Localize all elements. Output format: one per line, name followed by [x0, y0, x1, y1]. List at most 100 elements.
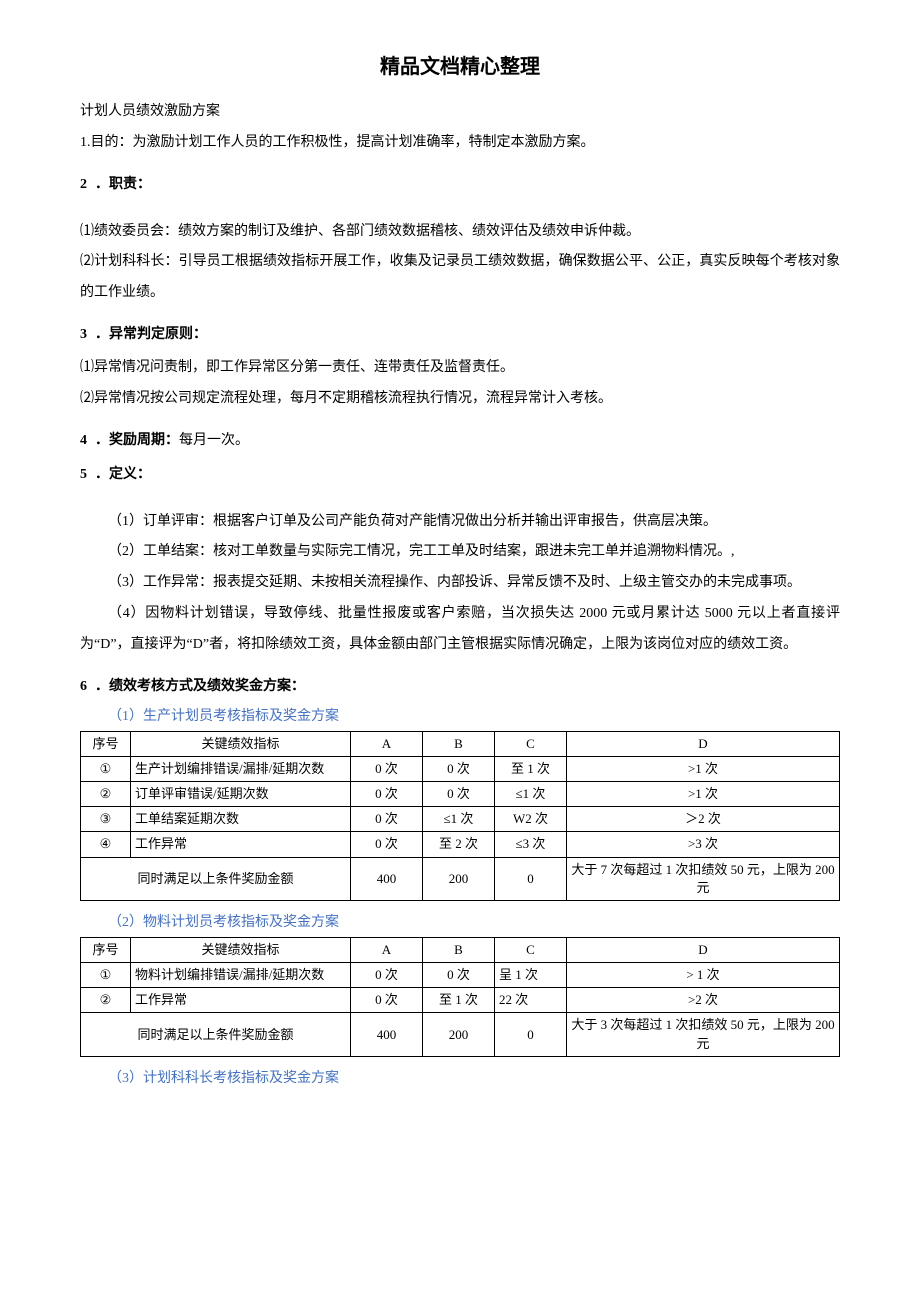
table-material-planner: 序号 关键绩效指标 A B C D ① 物料计划编排错误/漏排/延期次数 0 次…	[80, 937, 840, 1057]
cell-b: 至 1 次	[423, 988, 495, 1013]
cell-a: 0 次	[351, 988, 423, 1013]
cell-kpi: 生产计划编排错误/漏排/延期次数	[131, 756, 351, 781]
section-4-head: 4 ．奖励周期：每月一次。	[80, 429, 840, 449]
footer-c: 0	[495, 857, 567, 900]
th-b: B	[423, 731, 495, 756]
cell-kpi: 订单评审错误/延期次数	[131, 781, 351, 806]
th-seq: 序号	[81, 731, 131, 756]
table-footer-row: 同时满足以上条件奖励金额 400 200 0 大于 7 次每超过 1 次扣绩效 …	[81, 857, 840, 900]
subsection-3-title: （3）计划科科长考核指标及奖金方案	[108, 1067, 840, 1087]
table-row: ① 物料计划编排错误/漏排/延期次数 0 次 0 次 呈 1 次 > 1 次	[81, 963, 840, 988]
footer-d: 大于 3 次每超过 1 次扣绩效 50 元，上限为 200 元	[567, 1013, 840, 1056]
section-1-purpose: 1.目的：为激励计划工作人员的工作积极性，提高计划准确率，特制定本激励方案。	[80, 128, 840, 159]
section-2-item-2: ⑵计划科科长：引导员工根据绩效指标开展工作，收集及记录员工绩效数据，确保数据公平…	[80, 247, 840, 309]
cell-b: 至 2 次	[423, 832, 495, 857]
cell-b: 0 次	[423, 781, 495, 806]
footer-c: 0	[495, 1013, 567, 1056]
cell-d: >1 次	[567, 781, 840, 806]
document-page: 精品文档精心整理 计划人员绩效激励方案 1.目的：为激励计划工作人员的工作积极性…	[0, 0, 920, 1153]
section-2-num: 2	[80, 177, 87, 192]
cell-c: W2 次	[495, 807, 567, 832]
th-d: D	[567, 937, 840, 962]
spacer	[80, 493, 840, 507]
footer-label: 同时满足以上条件奖励金额	[81, 1013, 351, 1056]
page-title: 精品文档精心整理	[80, 50, 840, 79]
cell-seq: ①	[81, 963, 131, 988]
definition-4: （4）因物料计划错误，导致停线、批量性报废或客户索赔，当次损失达 2000 元或…	[80, 599, 840, 661]
th-seq: 序号	[81, 937, 131, 962]
footer-a: 400	[351, 1013, 423, 1056]
th-c: C	[495, 731, 567, 756]
cell-d: >2 次	[567, 988, 840, 1013]
section-3-num: 3	[80, 327, 87, 342]
cell-c: 至 1 次	[495, 756, 567, 781]
cell-seq: ③	[81, 807, 131, 832]
cell-seq: ④	[81, 832, 131, 857]
cell-d: >1 次	[567, 756, 840, 781]
table-row: ② 工作异常 0 次 至 1 次 22 次 >2 次	[81, 988, 840, 1013]
cell-kpi: 物料计划编排错误/漏排/延期次数	[131, 963, 351, 988]
table-row: ④ 工作异常 0 次 至 2 次 ≤3 次 >3 次	[81, 832, 840, 857]
footer-b: 200	[423, 857, 495, 900]
table-row: ① 生产计划编排错误/漏排/延期次数 0 次 0 次 至 1 次 >1 次	[81, 756, 840, 781]
th-d: D	[567, 731, 840, 756]
cell-a: 0 次	[351, 963, 423, 988]
section-3-item-1: ⑴异常情况问责制，即工作异常区分第一责任、连带责任及监督责任。	[80, 353, 840, 384]
cell-c: 呈 1 次	[495, 963, 567, 988]
cell-c: ≤1 次	[495, 781, 567, 806]
footer-a: 400	[351, 857, 423, 900]
section-2-text: ．职责：	[95, 177, 151, 192]
table-footer-row: 同时满足以上条件奖励金额 400 200 0 大于 3 次每超过 1 次扣绩效 …	[81, 1013, 840, 1056]
subsection-2-title: （2）物料计划员考核指标及奖金方案	[108, 911, 840, 931]
section-6-num: 6	[80, 679, 87, 694]
table-header-row: 序号 关键绩效指标 A B C D	[81, 937, 840, 962]
section-4-text: ．奖励周期：	[95, 433, 179, 448]
cell-d: > 1 次	[567, 963, 840, 988]
cell-a: 0 次	[351, 756, 423, 781]
th-kpi: 关键绩效指标	[131, 731, 351, 756]
table-production-planner: 序号 关键绩效指标 A B C D ① 生产计划编排错误/漏排/延期次数 0 次…	[80, 731, 840, 901]
cell-a: 0 次	[351, 832, 423, 857]
cell-seq: ②	[81, 988, 131, 1013]
cell-d: >3 次	[567, 832, 840, 857]
cell-a: 0 次	[351, 781, 423, 806]
cell-a: 0 次	[351, 807, 423, 832]
th-b: B	[423, 937, 495, 962]
subsection-1-title: （1）生产计划员考核指标及奖金方案	[108, 705, 840, 725]
section-2-item-1: ⑴绩效委员会：绩效方案的制订及维护、各部门绩效数据稽核、绩效评估及绩效申诉仲裁。	[80, 217, 840, 248]
section-3-text: ．异常判定原则：	[95, 327, 207, 342]
section-6-text: ．绩效考核方式及绩效奖金方案：	[95, 679, 305, 694]
th-a: A	[351, 731, 423, 756]
cell-b: 0 次	[423, 963, 495, 988]
section-5-text: ．定义：	[95, 467, 151, 482]
plan-heading: 计划人员绩效激励方案	[80, 97, 840, 128]
section-2-head: 2 ．职责：	[80, 173, 840, 193]
cell-kpi: 工作异常	[131, 988, 351, 1013]
cell-c: 22 次	[495, 988, 567, 1013]
footer-label: 同时满足以上条件奖励金额	[81, 857, 351, 900]
section-3-head: 3 ．异常判定原则：	[80, 323, 840, 343]
cell-kpi: 工作异常	[131, 832, 351, 857]
definition-1: （1）订单评审：根据客户订单及公司产能负荷对产能情况做出分析并输出评审报告，供高…	[80, 507, 840, 538]
th-a: A	[351, 937, 423, 962]
cell-kpi: 工单结案延期次数	[131, 807, 351, 832]
section-6-head: 6 ．绩效考核方式及绩效奖金方案：	[80, 675, 840, 695]
spacer	[80, 203, 840, 217]
cell-d: ＞2 次	[567, 807, 840, 832]
cell-b: 0 次	[423, 756, 495, 781]
section-3-item-2: ⑵异常情况按公司规定流程处理，每月不定期稽核流程执行情况，流程异常计入考核。	[80, 384, 840, 415]
definition-3: （3）工作异常：报表提交延期、未按相关流程操作、内部投诉、异常反馈不及时、上级主…	[80, 568, 840, 599]
table-header-row: 序号 关键绩效指标 A B C D	[81, 731, 840, 756]
cell-c: ≤3 次	[495, 832, 567, 857]
cell-seq: ②	[81, 781, 131, 806]
th-kpi: 关键绩效指标	[131, 937, 351, 962]
section-4-num: 4	[80, 433, 87, 448]
table-row: ② 订单评审错误/延期次数 0 次 0 次 ≤1 次 >1 次	[81, 781, 840, 806]
cell-seq: ①	[81, 756, 131, 781]
section-5-head: 5 ．定义：	[80, 463, 840, 483]
footer-b: 200	[423, 1013, 495, 1056]
section-5-num: 5	[80, 467, 87, 482]
th-c: C	[495, 937, 567, 962]
section-4-tail: 每月一次。	[179, 433, 249, 448]
cell-b: ≤1 次	[423, 807, 495, 832]
